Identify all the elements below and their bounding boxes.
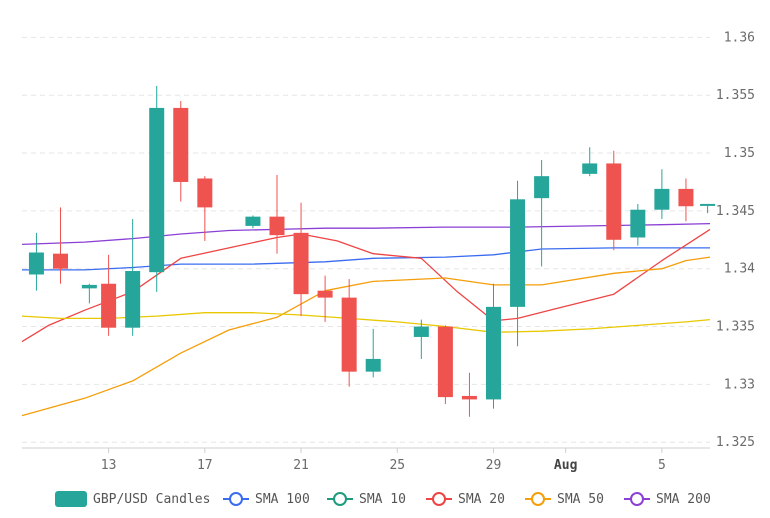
candle <box>365 328 381 378</box>
y-tick-label: 1.355 <box>716 88 755 103</box>
candle <box>700 203 716 214</box>
legend-item-sma-100[interactable]: SMA 100 <box>223 492 310 507</box>
x-tick-label: 13 <box>101 458 117 473</box>
candle-body <box>245 216 261 226</box>
legend-marker <box>432 492 446 506</box>
candle-body <box>52 253 68 269</box>
y-tick-label: 1.34 <box>724 262 755 277</box>
candle-body <box>606 163 622 240</box>
candle <box>197 176 213 241</box>
candle <box>28 232 44 291</box>
legend-item-sma-200[interactable]: SMA 200 <box>624 492 711 507</box>
series-line-sma-50 <box>21 256 711 417</box>
legend-item-sma-20[interactable]: SMA 20 <box>426 492 505 507</box>
candle <box>630 203 646 246</box>
candle <box>245 215 261 229</box>
candle-body <box>510 199 526 307</box>
candle-body <box>678 188 694 207</box>
axes: 1.325 1.33 1.335 1.34 1.345 1.35 1.355 1.36 13 17… <box>22 30 755 473</box>
legend-marker <box>229 492 243 506</box>
candle <box>461 372 477 417</box>
candle <box>582 147 598 177</box>
legend-label: SMA 100 <box>255 492 310 507</box>
candle-body <box>630 209 646 238</box>
grid <box>22 36 710 443</box>
candle-body <box>149 107 165 273</box>
candle-body <box>101 283 117 328</box>
x-tick-label: 29 <box>486 458 502 473</box>
candle-body <box>461 395 477 400</box>
candle <box>341 279 357 387</box>
candle <box>149 85 165 292</box>
candle <box>437 325 453 405</box>
candle-body <box>534 176 550 199</box>
x-tick-label: 5 <box>658 458 666 473</box>
legend-label: SMA 20 <box>458 492 505 507</box>
candle-body <box>341 297 357 372</box>
candle <box>173 100 189 202</box>
legend-marker <box>333 492 347 506</box>
candle <box>125 218 141 336</box>
legend-swatch <box>55 491 87 507</box>
series-line-sma-20 <box>21 228 711 343</box>
candle <box>81 283 97 304</box>
candle-body <box>197 178 213 208</box>
candle-body <box>81 284 97 289</box>
y-tick-label: 1.335 <box>716 320 755 335</box>
y-tick-label: 1.345 <box>716 204 755 219</box>
legend-label: SMA 200 <box>656 492 711 507</box>
candle <box>534 159 550 267</box>
candle <box>606 150 622 251</box>
candle-body <box>125 271 141 328</box>
candle-body <box>28 252 44 275</box>
legend-label: SMA 10 <box>359 492 406 507</box>
candle <box>317 275 333 322</box>
candle <box>269 175 285 254</box>
x-tick-label: 25 <box>389 458 405 473</box>
candle <box>293 202 309 317</box>
candle-body <box>413 326 429 337</box>
legend-marker <box>630 492 644 506</box>
legend-item-sma-10[interactable]: SMA 10 <box>327 492 406 507</box>
legend-item-gbp-usd-candles[interactable]: GBP/USD Candles <box>55 491 210 507</box>
y-tick-label: 1.36 <box>724 30 755 45</box>
candle <box>485 283 501 409</box>
candle-body <box>654 188 670 210</box>
y-tick-label: 1.35 <box>724 146 755 161</box>
candle-body <box>437 326 453 398</box>
y-tick-label: 1.33 <box>724 377 755 392</box>
legend-marker <box>531 492 545 506</box>
candle-body <box>700 203 716 206</box>
candle-body <box>293 232 309 295</box>
candle <box>678 178 694 222</box>
series-line-sma-100 <box>22 247 710 271</box>
x-tick-label: 21 <box>293 458 309 473</box>
legend-label: SMA 50 <box>557 492 604 507</box>
legend-item-sma-50[interactable]: SMA 50 <box>525 492 604 507</box>
candle <box>413 319 429 359</box>
candle <box>510 180 526 347</box>
candle <box>654 169 670 219</box>
candles <box>28 85 716 417</box>
candle <box>52 207 68 284</box>
y-tick-label: 1.325 <box>716 435 755 450</box>
candle-body <box>173 107 189 182</box>
x-tick-label: Aug <box>554 458 577 473</box>
candle-body <box>317 290 333 298</box>
legend: GBP/USD Candles SMA 100 SMA 10 SMA 20 SMA 50… <box>55 491 711 507</box>
legend-label: GBP/USD Candles <box>93 492 210 507</box>
candle-body <box>485 306 501 400</box>
candle <box>101 254 117 336</box>
candle-body <box>365 358 381 372</box>
candle-body <box>269 216 285 236</box>
x-tick-label: 17 <box>197 458 213 473</box>
candle-body <box>582 163 598 174</box>
